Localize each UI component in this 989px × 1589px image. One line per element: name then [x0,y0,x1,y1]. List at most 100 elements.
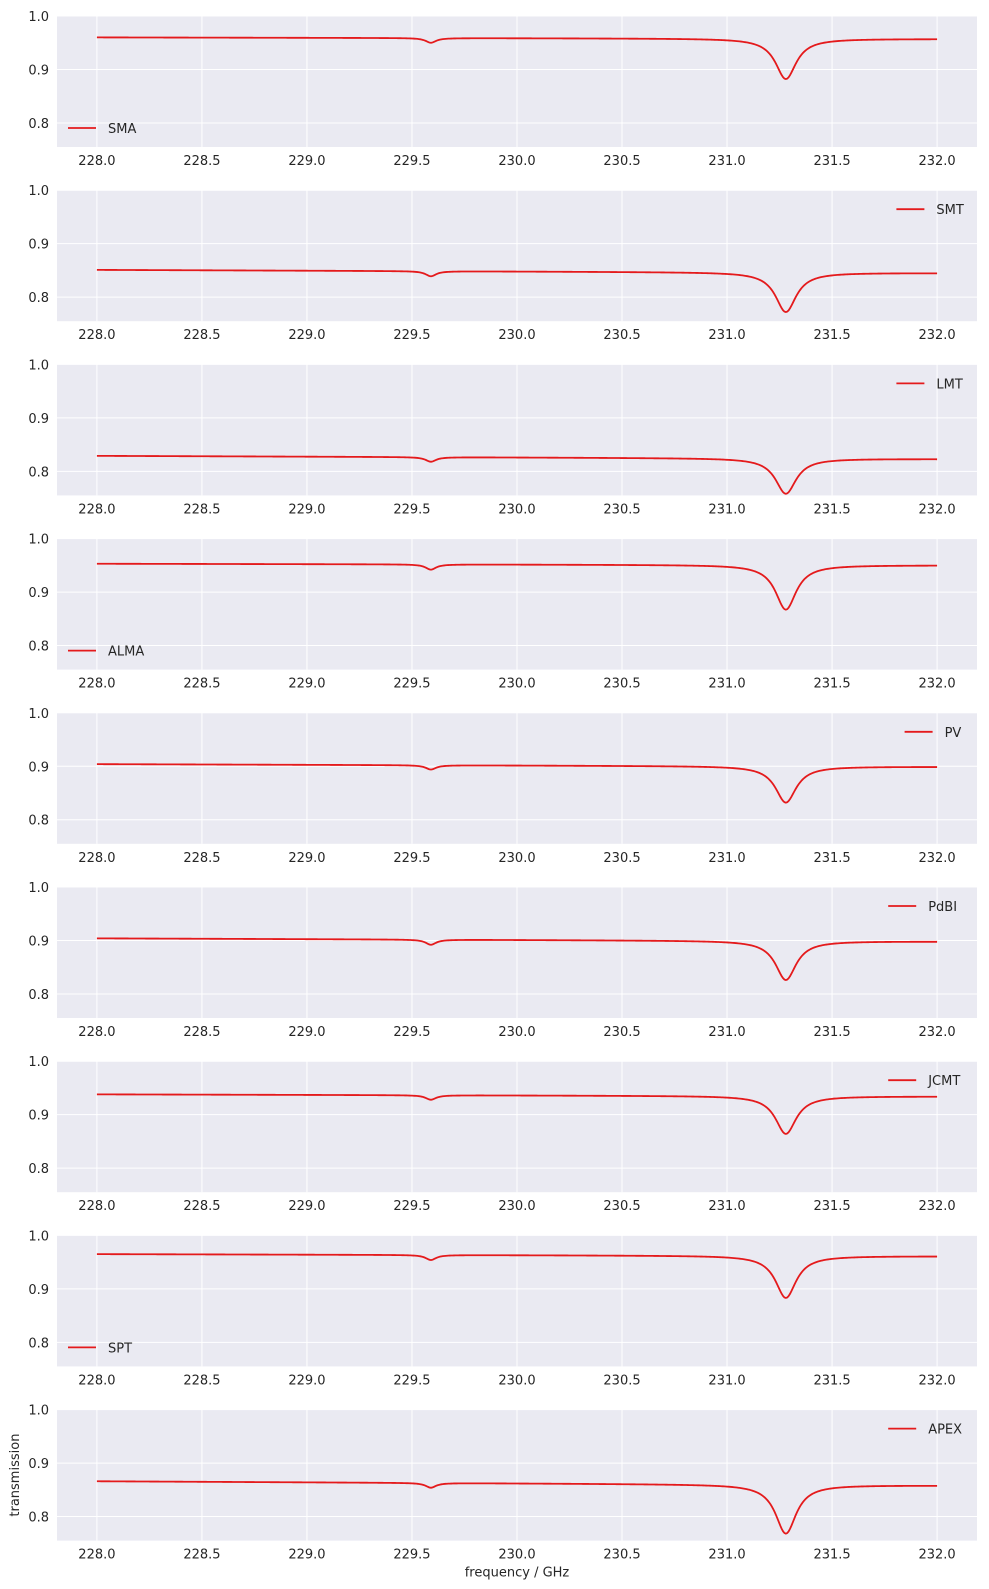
x-tick-label: 231.0 [708,1373,745,1388]
x-tick-label: 231.5 [813,502,850,517]
x-tick-label: 229.5 [393,851,430,866]
x-tick-label: 230.5 [603,502,640,517]
x-tick-label: 231.0 [708,677,745,692]
x-tick-label: 232.0 [918,502,955,517]
x-tick-label: 229.0 [288,677,325,692]
x-tick-label: 228.0 [78,677,115,692]
x-tick-label: 232.0 [918,1373,955,1388]
x-tick-label: 231.5 [813,1199,850,1214]
x-tick-label: 228.5 [183,1025,220,1040]
x-tick-label: 229.5 [393,1199,430,1214]
series-line-pv [96,763,938,804]
x-tick-label: 230.0 [498,1025,535,1040]
x-tick-label: 229.0 [288,502,325,517]
x-tick-label: 231.5 [813,1025,850,1040]
x-tick-label: 231.0 [708,1025,745,1040]
x-tick-label: 229.5 [393,154,430,169]
y-tick-label: 0.8 [28,1336,49,1351]
panel-apex: 228.0 228.5 229.0 229.5 230.0 230.5 231.0 231.5… [28,1404,977,1563]
x-tick-label: 229.5 [393,328,430,343]
y-axis-label: transmission [8,1434,23,1517]
x-tick-label: 229.0 [288,154,325,169]
x-tick-label: 231.0 [708,502,745,517]
x-tick-label: 231.5 [813,677,850,692]
x-tick-label: 231.0 [708,154,745,169]
x-tick-label: 229.0 [288,1548,325,1563]
x-tick-label: 232.0 [918,1548,955,1563]
x-axis-label: frequency / GHz [465,1566,570,1581]
x-tick-label: 230.0 [498,154,535,169]
y-tick-label: 0.9 [28,586,49,601]
y-tick-label: 0.8 [28,988,49,1003]
x-tick-label: 228.5 [183,502,220,517]
x-tick-label: 230.5 [603,1199,640,1214]
x-tick-label: 230.0 [498,1373,535,1388]
x-tick-label: 229.0 [288,851,325,866]
legend-label: APEX [928,1423,962,1438]
x-tick-label: 229.5 [393,1373,430,1388]
x-tick-label: 229.0 [288,1373,325,1388]
y-tick-label: 1.0 [28,533,49,548]
y-tick-label: 1.0 [28,10,49,25]
panel-lmt: 228.0 228.5 229.0 229.5 230.0 230.5 231.0 231.5… [28,358,977,517]
panel-smt: 228.0 228.5 229.0 229.5 230.0 230.5 231.0 231.5… [28,184,977,343]
x-tick-label: 228.0 [78,1373,115,1388]
x-tick-label: 231.0 [708,1199,745,1214]
series-line-smt [96,268,938,314]
series-line-spt [96,1253,938,1299]
y-tick-label: 0.8 [28,640,49,655]
y-tick-label: 0.8 [28,1511,49,1526]
panel-sma: 228.0 228.5 229.0 229.5 230.0 230.5 231.0 231.5… [28,10,977,169]
y-tick-label: 0.8 [28,814,49,829]
y-tick-label: 0.8 [28,291,49,306]
x-tick-label: 232.0 [918,1199,955,1214]
y-tick-label: 1.0 [28,1404,49,1419]
y-tick-label: 0.8 [28,465,49,480]
legend-label: SMT [936,203,963,218]
y-tick-label: 1.0 [28,358,49,373]
panel-spt: 228.0 228.5 229.0 229.5 230.0 230.5 231.0 231.5… [28,1229,977,1388]
x-tick-label: 230.0 [498,677,535,692]
y-tick-label: 0.9 [28,238,49,253]
x-tick-label: 230.5 [603,154,640,169]
y-tick-label: 1.0 [28,707,49,722]
panel-alma: 228.0 228.5 229.0 229.5 230.0 230.5 231.0 231.5… [28,533,977,692]
series-line-alma [96,562,938,611]
x-tick-label: 229.0 [288,328,325,343]
x-tick-label: 230.0 [498,851,535,866]
x-tick-label: 230.0 [498,502,535,517]
x-tick-label: 228.5 [183,851,220,866]
y-tick-label: 1.0 [28,1055,49,1070]
series-line-lmt [96,454,938,495]
x-tick-label: 228.0 [78,1199,115,1214]
series-line-sma [96,36,938,81]
x-tick-label: 232.0 [918,1025,955,1040]
series-line-pdbi [96,937,938,981]
x-tick-label: 228.5 [183,1548,220,1563]
panel-pdbi: 228.0 228.5 229.0 229.5 230.0 230.5 231.0 231.5… [28,881,977,1040]
y-tick-label: 0.8 [28,117,49,132]
x-tick-label: 231.0 [708,851,745,866]
series-line-apex [96,1480,938,1535]
y-tick-label: 0.9 [28,1457,49,1472]
x-tick-label: 231.5 [813,328,850,343]
y-tick-label: 1.0 [28,881,49,896]
x-tick-label: 229.5 [393,502,430,517]
x-tick-label: 232.0 [918,677,955,692]
x-tick-label: 228.0 [78,502,115,517]
legend-label: SPT [108,1341,132,1356]
y-tick-label: 1.0 [28,1229,49,1244]
x-tick-label: 231.5 [813,154,850,169]
y-tick-label: 1.0 [28,184,49,199]
series-line-jcmt [96,1093,938,1135]
x-tick-label: 228.5 [183,1199,220,1214]
x-tick-label: 230.0 [498,1548,535,1563]
legend-label: LMT [936,377,962,392]
x-tick-label: 231.5 [813,1373,850,1388]
panel-pv: 228.0 228.5 229.0 229.5 230.0 230.5 231.0 231.5… [28,707,977,866]
legend-label: PV [945,726,962,741]
legend-label: ALMA [108,645,144,660]
x-tick-label: 229.5 [393,1025,430,1040]
